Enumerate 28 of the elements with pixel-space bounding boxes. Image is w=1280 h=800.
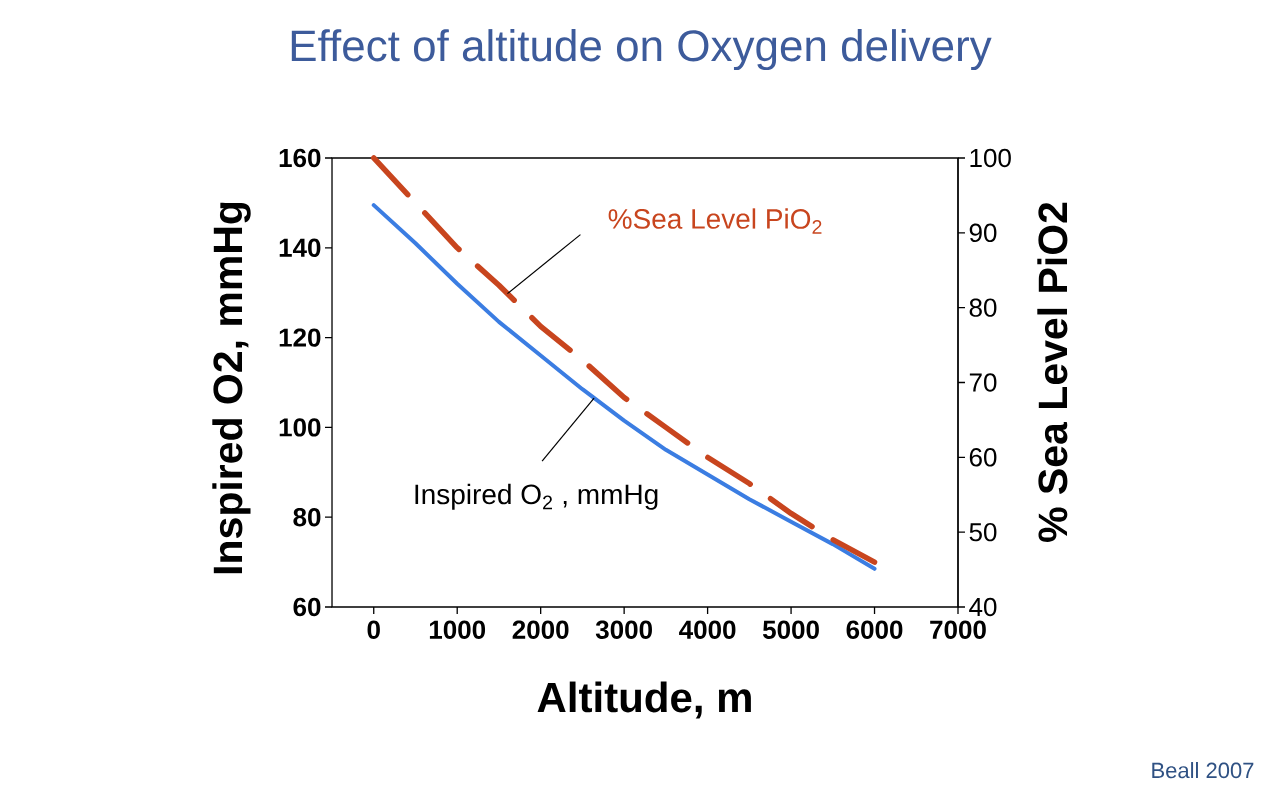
y2-tick-label: 80 (969, 298, 997, 317)
y2-tick-label: 40 (969, 597, 997, 617)
series-label: Inspired O$_{2}$ , mmHg (415, 483, 658, 510)
y2-axis-title: % Sea Level PiO2 (1037, 202, 1068, 542)
x-tick-label: 7000 (930, 620, 986, 639)
y-tick-label: 100 (279, 418, 321, 437)
y-tick-label: 80 (293, 507, 321, 527)
x-tick-label: 0 (367, 620, 380, 639)
x-tick-label: 3000 (595, 620, 652, 639)
x-tick-label: 4000 (679, 620, 736, 639)
y-axis-title: Inspired O2, mmHg (212, 202, 251, 574)
y2-tick-label: 60 (969, 448, 997, 467)
y-tick-label: 160 (279, 148, 321, 168)
chart-title: Effect of altitude on Oxygen delivery (291, 29, 992, 71)
y-tick-label: 60 (293, 597, 321, 617)
y2-tick-label: 90 (969, 223, 997, 243)
y2-tick-label: 70 (969, 373, 997, 392)
text: %Sea Level PiO$_{2}$ (608, 208, 822, 234)
y2-tick-label: 100 (970, 148, 1011, 168)
y2-tick-label: 50 (969, 522, 997, 542)
x-tick-label: 2000 (512, 620, 569, 639)
text: Beall 2007 (1152, 762, 1254, 779)
x-axis-title: Altitude, m (537, 681, 751, 719)
x-tick-label: 6000 (846, 620, 903, 639)
y-tick-label: 140 (279, 238, 321, 257)
y-tick-label: 120 (279, 328, 321, 347)
x-tick-label: 5000 (762, 620, 819, 639)
x-tick-label: 1000 (429, 620, 486, 639)
